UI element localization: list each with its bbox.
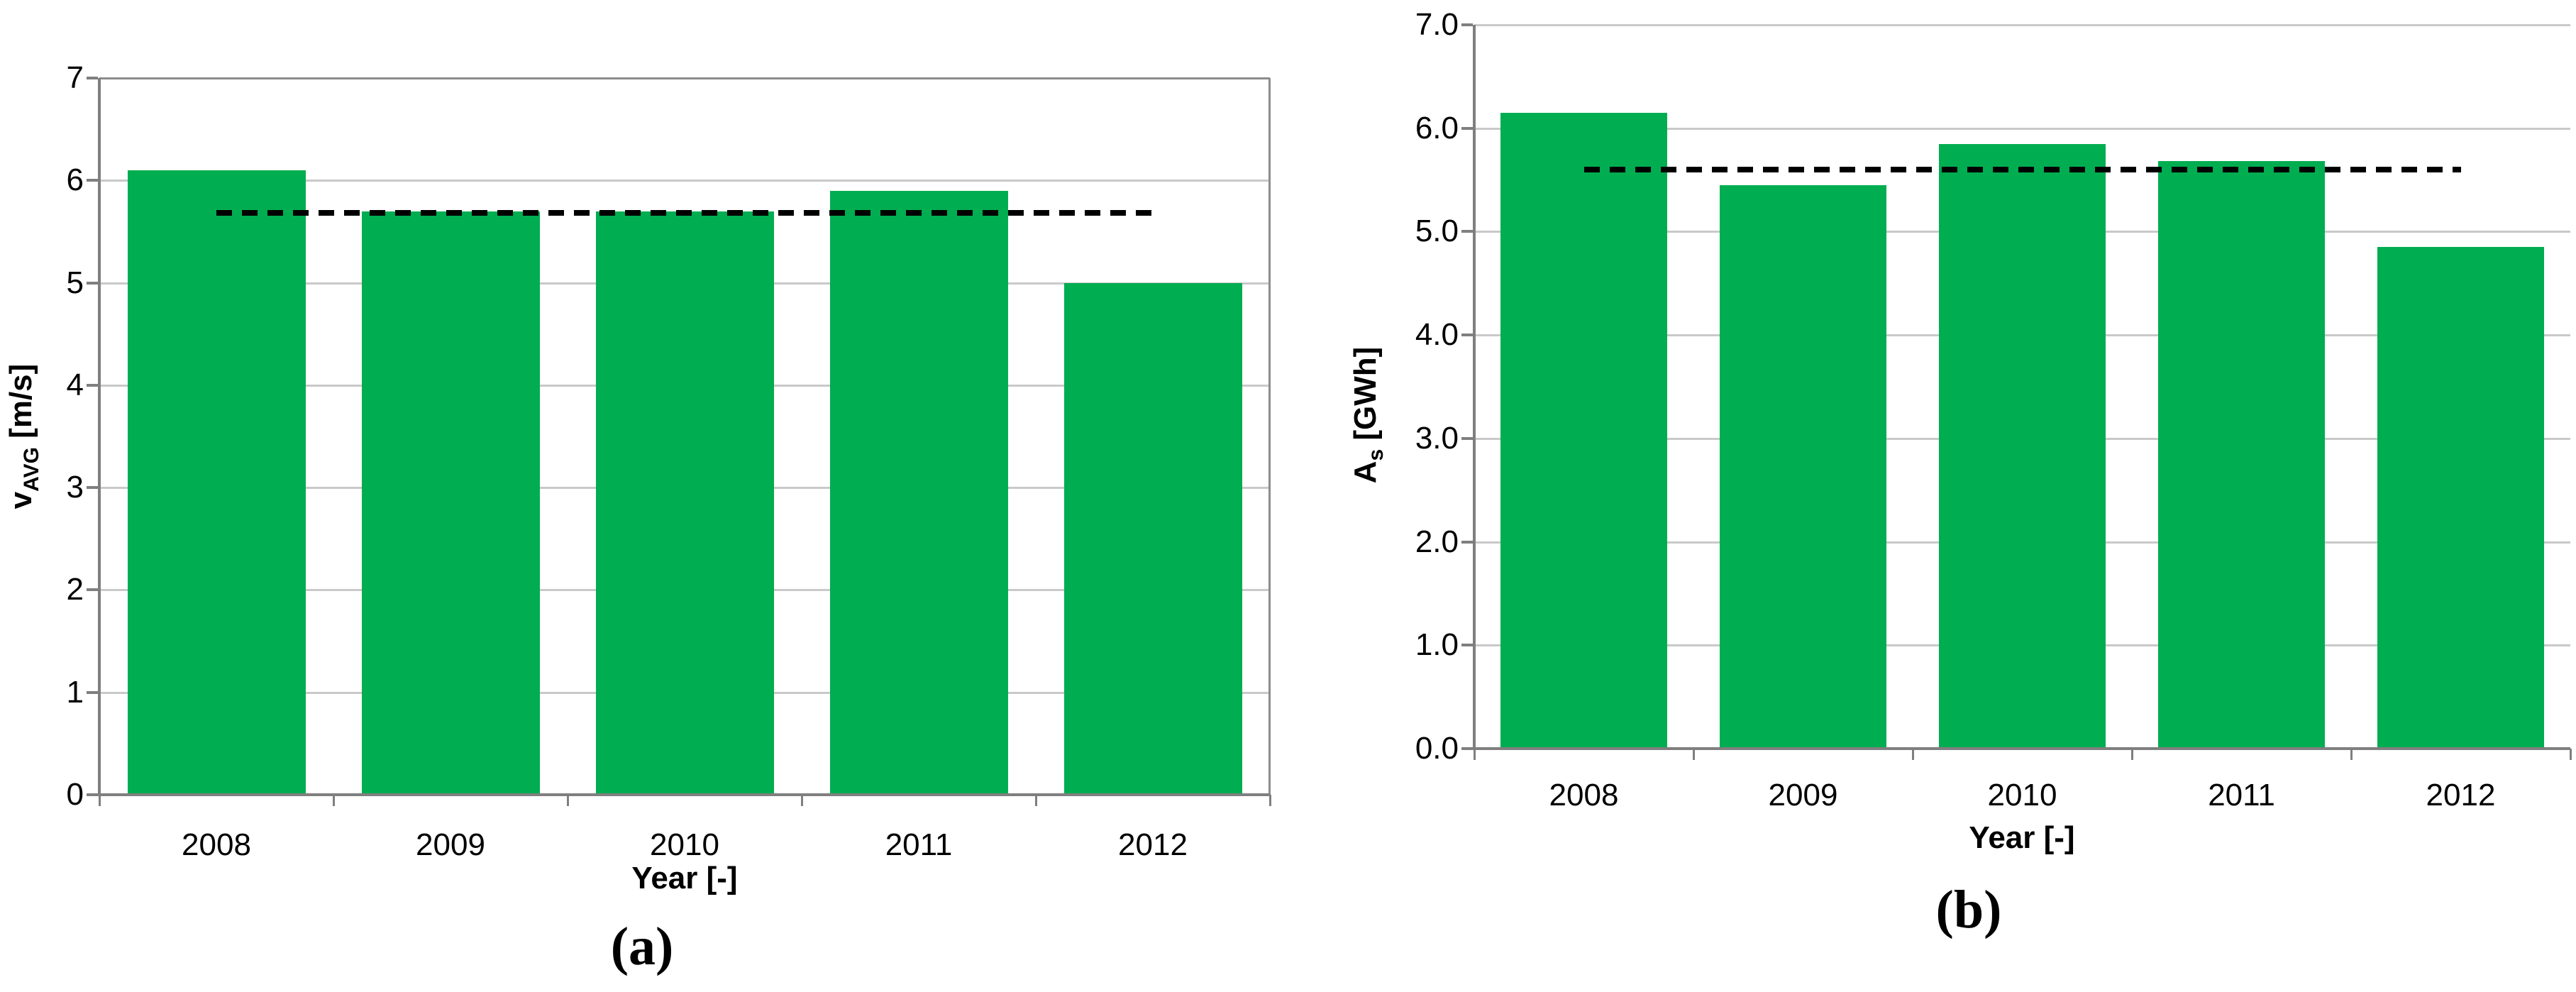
x-category-label-2012: 2012 <box>1118 827 1188 862</box>
x-tick-mark <box>333 795 335 806</box>
x-tick-mark <box>567 795 569 806</box>
y-tick-label: 6.0 <box>1415 110 1459 145</box>
chart-b-x-axis-title: Year [-] <box>1969 820 2075 855</box>
y-tick-mark <box>87 179 98 182</box>
x-category-label-2011: 2011 <box>885 827 953 862</box>
bar-2011 <box>2158 161 2325 749</box>
y-tick-label: 1.0 <box>1415 627 1459 663</box>
x-tick-mark <box>99 795 101 806</box>
y-tick-label: 5.0 <box>1415 214 1459 249</box>
bar-2008 <box>1500 113 1667 749</box>
x-category-label-2009: 2009 <box>1768 778 1838 812</box>
x-tick-mark <box>1912 749 1914 760</box>
y-tick-label: 2 <box>66 572 84 607</box>
x-category-label-2008: 2008 <box>182 827 251 862</box>
bar-2010 <box>596 211 774 795</box>
y-title-main: A <box>1348 461 1383 484</box>
y-tick-mark <box>87 793 98 796</box>
gridline <box>1474 24 2570 26</box>
plot-border-top <box>99 77 1270 79</box>
y-tick-label: 3.0 <box>1415 420 1459 456</box>
y-tick-label: 6 <box>66 162 84 198</box>
x-tick-mark <box>1035 795 1037 806</box>
plot-border-right <box>1268 78 1271 795</box>
y-tick-mark <box>87 486 98 490</box>
y-tick-label: 1 <box>66 674 84 710</box>
y-tick-label: 0.0 <box>1415 731 1459 766</box>
y-tick-mark <box>1461 23 1473 26</box>
x-tick-mark <box>2570 749 2572 760</box>
y-tick-mark <box>87 588 98 592</box>
bar-2009 <box>1720 185 1886 749</box>
mean-dashed-line <box>1584 167 2461 172</box>
x-tick-mark <box>2350 749 2353 760</box>
y-tick-label: 7 <box>66 60 84 95</box>
y-tick-mark <box>1461 436 1473 440</box>
chart-a-caption: (a) <box>610 917 674 976</box>
x-category-label-2010: 2010 <box>1987 778 2057 812</box>
mean-dashed-line <box>216 210 1153 216</box>
bar-2010 <box>1939 144 2106 749</box>
y-tick-mark <box>87 690 98 694</box>
y-tick-label: 2.0 <box>1415 524 1459 559</box>
y-tick-label: 7.0 <box>1415 7 1459 42</box>
bar-2009 <box>362 211 540 795</box>
x-axis-line <box>87 793 1270 796</box>
y-tick-mark <box>1461 747 1473 750</box>
x-axis-line <box>1461 747 2570 750</box>
y-axis-line <box>1473 25 1476 749</box>
gridline <box>1474 127 2570 130</box>
y-tick-mark <box>87 383 98 387</box>
y-tick-mark <box>87 281 98 285</box>
y-tick-mark <box>1461 334 1473 337</box>
x-tick-mark <box>1474 749 1476 760</box>
bar-2012 <box>2377 247 2544 749</box>
y-tick-mark <box>87 77 98 79</box>
x-tick-mark <box>1269 795 1271 806</box>
x-category-label-2012: 2012 <box>2426 778 2496 812</box>
y-tick-mark <box>1461 644 1473 647</box>
bar-2011 <box>830 191 1008 795</box>
y-tick-label: 4 <box>66 367 84 402</box>
bar-2012 <box>1064 283 1242 795</box>
y-tick-label: 3 <box>66 470 84 505</box>
chart-a-x-axis-title: Year [-] <box>631 861 738 895</box>
x-category-label-2008: 2008 <box>1549 778 1619 812</box>
x-category-label-2011: 2011 <box>2208 778 2275 812</box>
y-tick-label: 4.0 <box>1415 317 1459 353</box>
y-tick-label: 5 <box>66 265 84 300</box>
y-tick-mark <box>1461 540 1473 544</box>
x-tick-mark <box>1693 749 1695 760</box>
x-category-label-2010: 2010 <box>650 827 719 862</box>
gridline <box>99 180 1270 182</box>
y-tick-mark <box>1461 230 1473 233</box>
y-tick-mark <box>1461 126 1473 130</box>
x-category-label-2009: 2009 <box>416 827 485 862</box>
y-axis-line <box>98 78 101 795</box>
chart-b-y-axis-title: As [GWh] <box>1347 347 1388 484</box>
bar-2008 <box>128 170 306 795</box>
x-tick-mark <box>801 795 803 806</box>
x-tick-mark <box>2131 749 2133 760</box>
y-tick-label: 0 <box>66 777 84 812</box>
chart-b-caption: (b) <box>1935 880 2002 939</box>
